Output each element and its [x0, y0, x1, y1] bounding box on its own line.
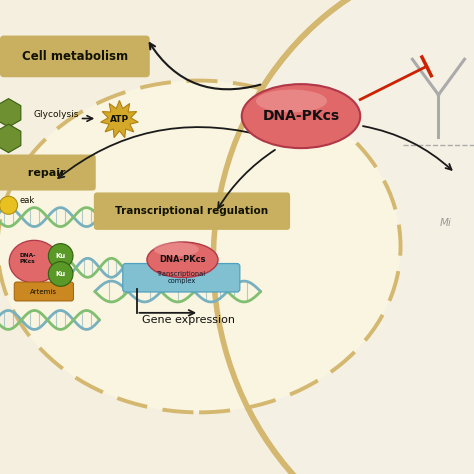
Text: Transcriptional
complex: Transcriptional complex — [157, 271, 206, 284]
Ellipse shape — [9, 240, 59, 283]
FancyBboxPatch shape — [94, 192, 290, 230]
Text: Transcriptional regulation: Transcriptional regulation — [115, 206, 269, 216]
Polygon shape — [0, 124, 21, 153]
Text: Ku: Ku — [55, 253, 66, 259]
Polygon shape — [0, 99, 21, 127]
Ellipse shape — [213, 0, 474, 474]
Polygon shape — [100, 100, 138, 137]
Text: Gene expression: Gene expression — [142, 315, 235, 325]
FancyBboxPatch shape — [0, 36, 150, 77]
Circle shape — [48, 244, 73, 268]
Text: eak: eak — [20, 196, 35, 204]
Text: Cell metabolism: Cell metabolism — [22, 50, 128, 63]
Ellipse shape — [0, 81, 401, 412]
Circle shape — [48, 262, 73, 286]
Circle shape — [0, 196, 18, 214]
Text: repair: repair — [24, 167, 66, 178]
FancyBboxPatch shape — [14, 282, 73, 301]
Text: ATP: ATP — [110, 115, 129, 124]
FancyBboxPatch shape — [0, 155, 96, 191]
Text: DNA-
PKcs: DNA- PKcs — [19, 253, 36, 264]
Text: Artemis: Artemis — [30, 289, 57, 294]
Ellipse shape — [256, 90, 327, 112]
Text: Ku: Ku — [55, 271, 66, 277]
Ellipse shape — [147, 242, 218, 278]
Text: Glycolysis: Glycolysis — [33, 110, 79, 119]
Ellipse shape — [242, 84, 360, 148]
Ellipse shape — [154, 242, 199, 256]
Text: DNA-PKcs: DNA-PKcs — [159, 255, 206, 264]
FancyBboxPatch shape — [123, 264, 240, 292]
Text: DNA-PKcs: DNA-PKcs — [263, 109, 339, 123]
Text: Mi: Mi — [439, 218, 452, 228]
